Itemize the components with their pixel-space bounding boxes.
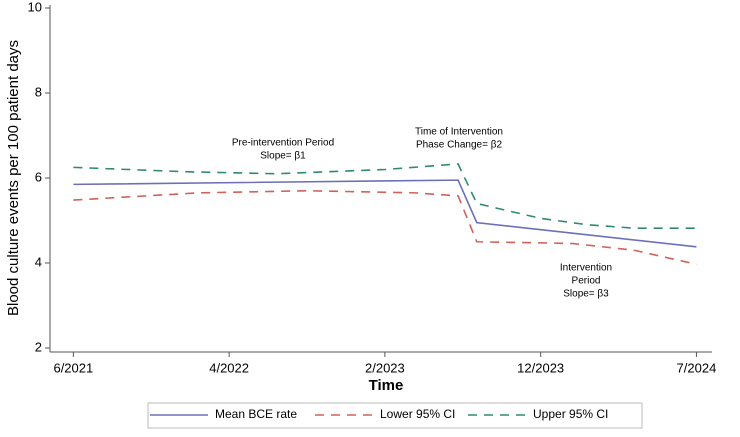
series-line [73,163,697,229]
annotation: Phase Change= β2 [416,140,503,151]
annotation: Time of Intervention [415,127,503,138]
annotation: Intervention [560,263,612,274]
y-tick-label: 10 [28,0,42,14]
series-line [73,179,697,248]
y-tick-label: 6 [35,169,42,184]
annotation: Slope= β1 [260,151,306,162]
x-tick-label: 6/2021 [53,360,93,375]
x-axis-label: Time [369,377,404,394]
annotation: Period [572,276,601,287]
y-tick-label: 8 [35,84,42,99]
x-tick-label: 12/2023 [517,360,564,375]
legend-label: Lower 95% CI [380,407,455,421]
x-tick-label: 2/2023 [365,360,405,375]
annotation: Slope= β3 [563,289,609,300]
y-axis-label: Blood culture events per 100 patient day… [5,40,22,316]
x-tick-label: 4/2022 [209,360,249,375]
legend-box [147,402,643,429]
series-line [73,189,697,266]
annotation: Pre-intervention Period [232,138,334,149]
legend-label: Upper 95% CI [533,407,608,421]
x-tick-label: 7/2024 [677,360,717,375]
legend-label: Mean BCE rate [215,407,297,421]
y-tick-label: 2 [35,339,42,354]
y-tick-label: 4 [35,254,42,269]
